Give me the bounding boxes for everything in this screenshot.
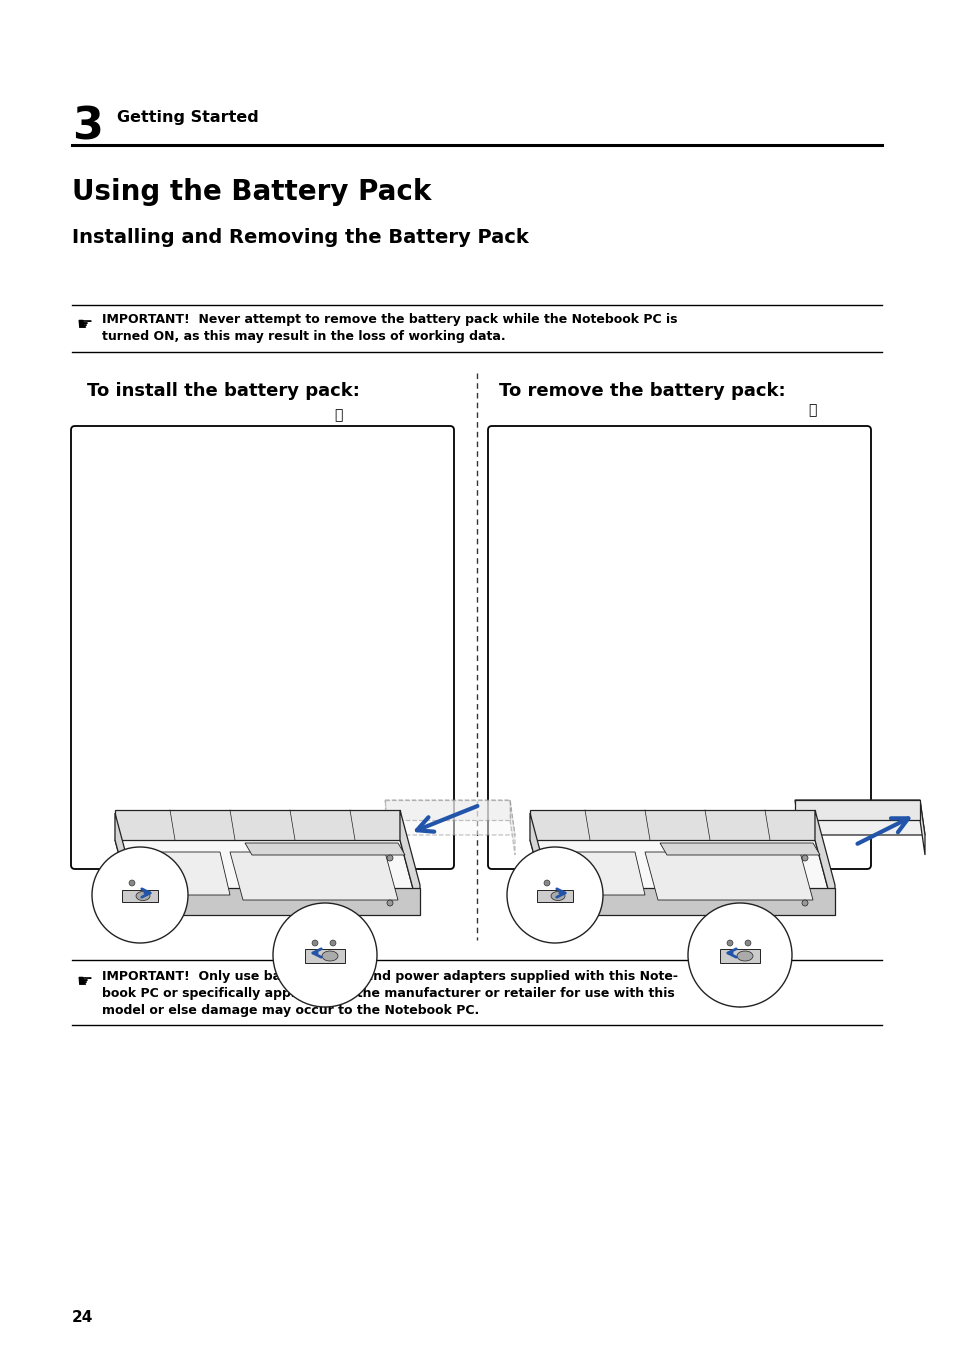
- Ellipse shape: [737, 951, 752, 961]
- Polygon shape: [919, 800, 924, 855]
- Text: ☛: ☛: [77, 316, 93, 334]
- Text: IMPORTANT!  Only use battery packs and power adapters supplied with this Note-: IMPORTANT! Only use battery packs and po…: [102, 970, 678, 984]
- Text: Using the Battery Pack: Using the Battery Pack: [71, 178, 431, 205]
- Circle shape: [506, 847, 602, 943]
- Polygon shape: [530, 840, 834, 915]
- Text: 🔓: 🔓: [807, 403, 816, 417]
- Polygon shape: [399, 811, 419, 915]
- Circle shape: [801, 855, 807, 861]
- Text: 🔒: 🔒: [334, 408, 342, 422]
- Bar: [122, 890, 158, 902]
- Bar: [720, 948, 760, 963]
- Polygon shape: [814, 811, 834, 915]
- Polygon shape: [530, 813, 550, 915]
- Circle shape: [330, 940, 335, 946]
- Bar: [305, 948, 345, 963]
- Ellipse shape: [136, 892, 150, 901]
- Circle shape: [273, 902, 376, 1006]
- Circle shape: [801, 900, 807, 907]
- Circle shape: [142, 902, 148, 908]
- FancyBboxPatch shape: [71, 426, 454, 869]
- Text: To install the battery pack:: To install the battery pack:: [87, 382, 359, 400]
- Polygon shape: [385, 800, 515, 835]
- Polygon shape: [659, 843, 820, 855]
- Bar: [537, 890, 573, 902]
- Circle shape: [726, 940, 732, 946]
- Circle shape: [312, 940, 317, 946]
- Circle shape: [687, 902, 791, 1006]
- Circle shape: [744, 940, 750, 946]
- Text: To remove the battery pack:: To remove the battery pack:: [498, 382, 785, 400]
- Polygon shape: [550, 888, 834, 915]
- Text: IMPORTANT!  Never attempt to remove the battery pack while the Notebook PC is: IMPORTANT! Never attempt to remove the b…: [102, 313, 677, 326]
- Polygon shape: [115, 811, 399, 840]
- Text: Installing and Removing the Battery Pack: Installing and Removing the Battery Pack: [71, 228, 528, 247]
- Polygon shape: [140, 852, 230, 894]
- Text: book PC or specifically approved by the manufacturer or retailer for use with th: book PC or specifically approved by the …: [102, 988, 674, 1000]
- Polygon shape: [644, 852, 812, 900]
- Text: ☛: ☛: [77, 973, 93, 992]
- Polygon shape: [555, 852, 644, 894]
- Circle shape: [557, 902, 562, 908]
- Polygon shape: [385, 800, 510, 820]
- Circle shape: [142, 857, 148, 863]
- Polygon shape: [230, 852, 397, 900]
- Circle shape: [129, 880, 135, 886]
- Circle shape: [387, 900, 393, 907]
- Circle shape: [543, 880, 550, 886]
- Polygon shape: [115, 840, 419, 915]
- Polygon shape: [115, 813, 135, 915]
- Polygon shape: [530, 811, 814, 840]
- Ellipse shape: [322, 951, 337, 961]
- Polygon shape: [135, 888, 419, 915]
- Circle shape: [387, 855, 393, 861]
- Text: model or else damage may occur to the Notebook PC.: model or else damage may occur to the No…: [102, 1004, 478, 1017]
- Text: 3: 3: [71, 105, 103, 149]
- Text: turned ON, as this may result in the loss of working data.: turned ON, as this may result in the los…: [102, 330, 505, 343]
- Polygon shape: [245, 843, 405, 855]
- Circle shape: [91, 847, 188, 943]
- Ellipse shape: [551, 892, 564, 901]
- Polygon shape: [794, 800, 919, 820]
- FancyBboxPatch shape: [488, 426, 870, 869]
- Text: Getting Started: Getting Started: [117, 109, 258, 126]
- Polygon shape: [794, 800, 924, 835]
- Text: 24: 24: [71, 1310, 93, 1325]
- Polygon shape: [510, 800, 515, 855]
- Circle shape: [557, 857, 562, 863]
